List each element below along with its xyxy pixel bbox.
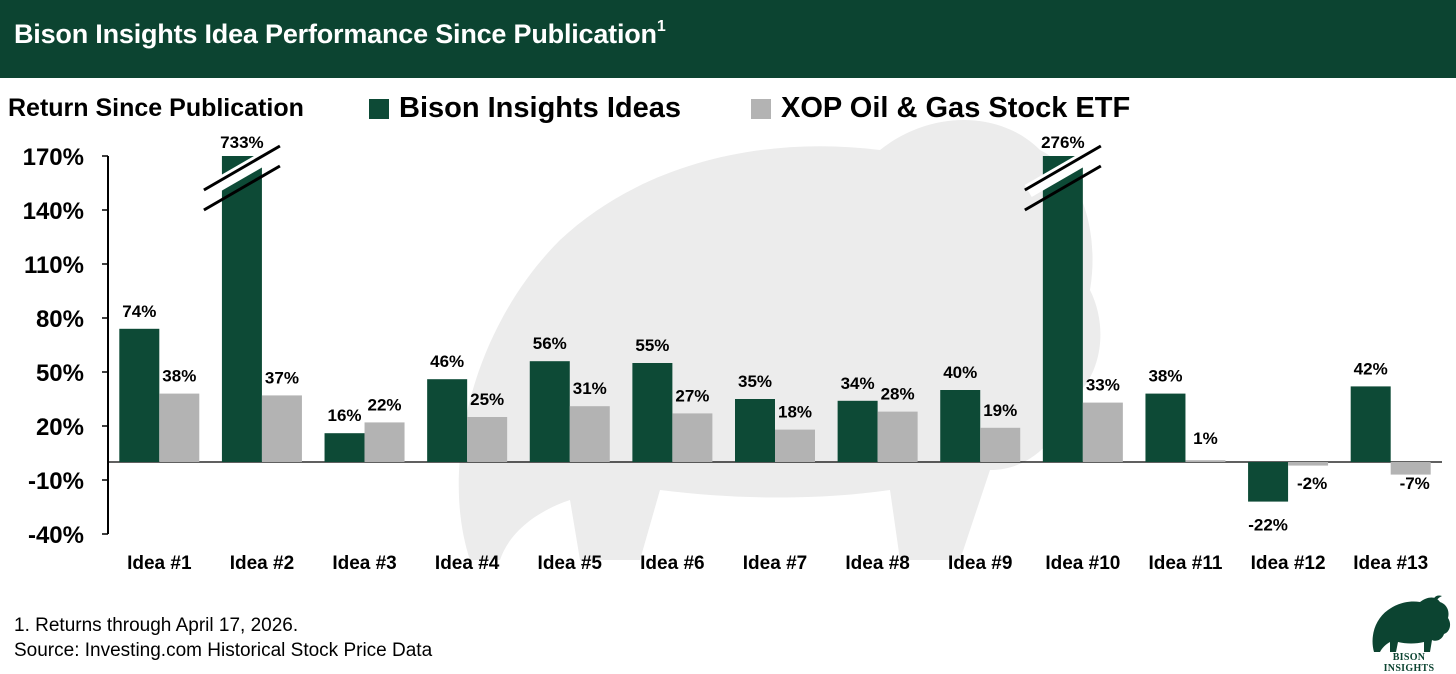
legend-swatch-xop: [751, 98, 771, 119]
x-tick-label: Idea #1: [127, 553, 192, 574]
y-axis-title: Return Since Publication: [8, 94, 304, 122]
title-superscript: 1: [656, 18, 666, 35]
xop-bar-7: [775, 429, 815, 462]
data-label: -2%: [1297, 474, 1327, 493]
y-tick-label: 170%: [23, 144, 84, 171]
chart-title-text: Bison Insights Idea Performance Since Pu…: [14, 19, 657, 49]
bison-icon: [1372, 595, 1451, 652]
data-label: 31%: [573, 379, 607, 398]
xop-bar-1: [159, 393, 200, 462]
xop-bar-13: [1390, 462, 1431, 475]
xop-bar-3: [364, 422, 405, 462]
x-tick-label: Idea #13: [1353, 553, 1428, 574]
y-tick-label: 20%: [36, 414, 84, 441]
chart-data-labels: 74% 733% 16% 46% 56% 55% 35% 34% 40% 276% 38% -22% 4…: [122, 133, 1430, 535]
bison-bar-8: [837, 400, 878, 462]
data-label: 35%: [738, 372, 772, 391]
bison-bar-6: [632, 363, 673, 462]
xop-bar-8: [877, 411, 918, 462]
data-label: 46%: [430, 352, 464, 371]
x-tick-label: Idea #11: [1148, 553, 1222, 574]
data-label: 74%: [122, 302, 156, 321]
watermark-shape: [458, 120, 1101, 560]
bison-bar-5: [529, 361, 570, 462]
xop-bar-4: [467, 417, 508, 462]
bison-bar-13: [1350, 386, 1391, 462]
data-label: 38%: [162, 367, 196, 386]
data-label: 276%: [1041, 133, 1084, 152]
data-label: 38%: [1148, 367, 1182, 386]
xop-bar-9: [980, 427, 1021, 462]
data-label: 27%: [675, 386, 709, 405]
legend-item-xop: XOP Oil & Gas Stock ETF: [751, 92, 1130, 125]
bison-bar-7: [735, 399, 775, 462]
x-tick-label: Idea #7: [743, 553, 807, 574]
data-label: 34%: [841, 374, 875, 393]
data-label: 33%: [1086, 376, 1120, 395]
x-tick-label: Idea #6: [640, 553, 704, 574]
xop-bar-5: [569, 406, 610, 462]
x-tick-label: Idea #3: [332, 553, 396, 574]
xop-bar-2: [261, 395, 302, 462]
bison-bar-1: [119, 328, 160, 462]
data-label: 56%: [533, 334, 567, 353]
data-label: 25%: [470, 390, 504, 409]
data-label: 22%: [368, 395, 402, 414]
y-tick-label: 50%: [36, 360, 84, 387]
bison-bar-10: [1042, 156, 1083, 462]
x-tick-label: Idea #5: [538, 553, 603, 574]
y-tick-label: 80%: [36, 306, 84, 333]
bison-bar-9: [940, 390, 981, 462]
chart-bars: [119, 144, 1431, 502]
title-bar: Bison Insights Idea Performance Since Pu…: [0, 0, 1456, 78]
x-tick-label: Idea #2: [230, 553, 294, 574]
axis-break-line: [203, 144, 281, 192]
y-tick-label: 110%: [24, 252, 84, 279]
footnote-source: Source: Investing.com Historical Stock P…: [14, 640, 433, 661]
footnote-returns: 1. Returns through April 17, 2026.: [14, 615, 299, 636]
axis-break-line: [1024, 144, 1102, 192]
data-label: 733%: [220, 133, 263, 152]
logo-text: BISON INSIGHTS: [1383, 652, 1435, 674]
y-tick-label: -40%: [28, 522, 84, 549]
data-label: 42%: [1354, 359, 1388, 378]
xop-bar-6: [672, 413, 713, 462]
bison-watermark: [458, 120, 1101, 560]
bison-bar-3: [324, 433, 365, 462]
legend-label-bison: Bison Insights Ideas: [399, 92, 681, 124]
xop-bar-11: [1185, 460, 1226, 462]
legend-swatch-bison: [369, 98, 389, 119]
data-label: -7%: [1400, 474, 1430, 493]
x-tick-label: Idea #4: [435, 553, 500, 574]
x-tick-label: Idea #8: [845, 553, 909, 574]
axis-break-line: [203, 164, 281, 212]
x-tick-label: Idea #12: [1251, 553, 1326, 574]
data-label: 16%: [328, 406, 362, 425]
axis-break-line: [1024, 164, 1102, 212]
legend-item-bison: Bison Insights Ideas: [369, 92, 681, 125]
bison-bar-4: [427, 379, 468, 462]
data-label: 55%: [635, 336, 669, 355]
bison-bar-12: [1248, 462, 1289, 502]
chart-title: Bison Insights Idea Performance Since Pu…: [14, 18, 666, 50]
data-label: -22%: [1248, 516, 1288, 535]
data-label: 18%: [778, 403, 812, 422]
data-label: 37%: [265, 368, 299, 387]
y-tick-label: 140%: [23, 198, 84, 225]
data-label: 1%: [1193, 429, 1218, 448]
data-label: 28%: [881, 385, 915, 404]
xop-bar-10: [1082, 402, 1123, 462]
y-tick-label: -10%: [28, 468, 84, 495]
bison-bar-2: [221, 156, 262, 462]
xop-bar-12: [1288, 462, 1329, 466]
legend-label-xop: XOP Oil & Gas Stock ETF: [781, 92, 1131, 124]
data-label: 40%: [943, 363, 977, 382]
x-tick-label: Idea #9: [948, 553, 1012, 574]
x-tick-label: Idea #10: [1045, 553, 1120, 574]
bison-bar-11: [1145, 393, 1186, 462]
data-label: 19%: [983, 401, 1017, 420]
